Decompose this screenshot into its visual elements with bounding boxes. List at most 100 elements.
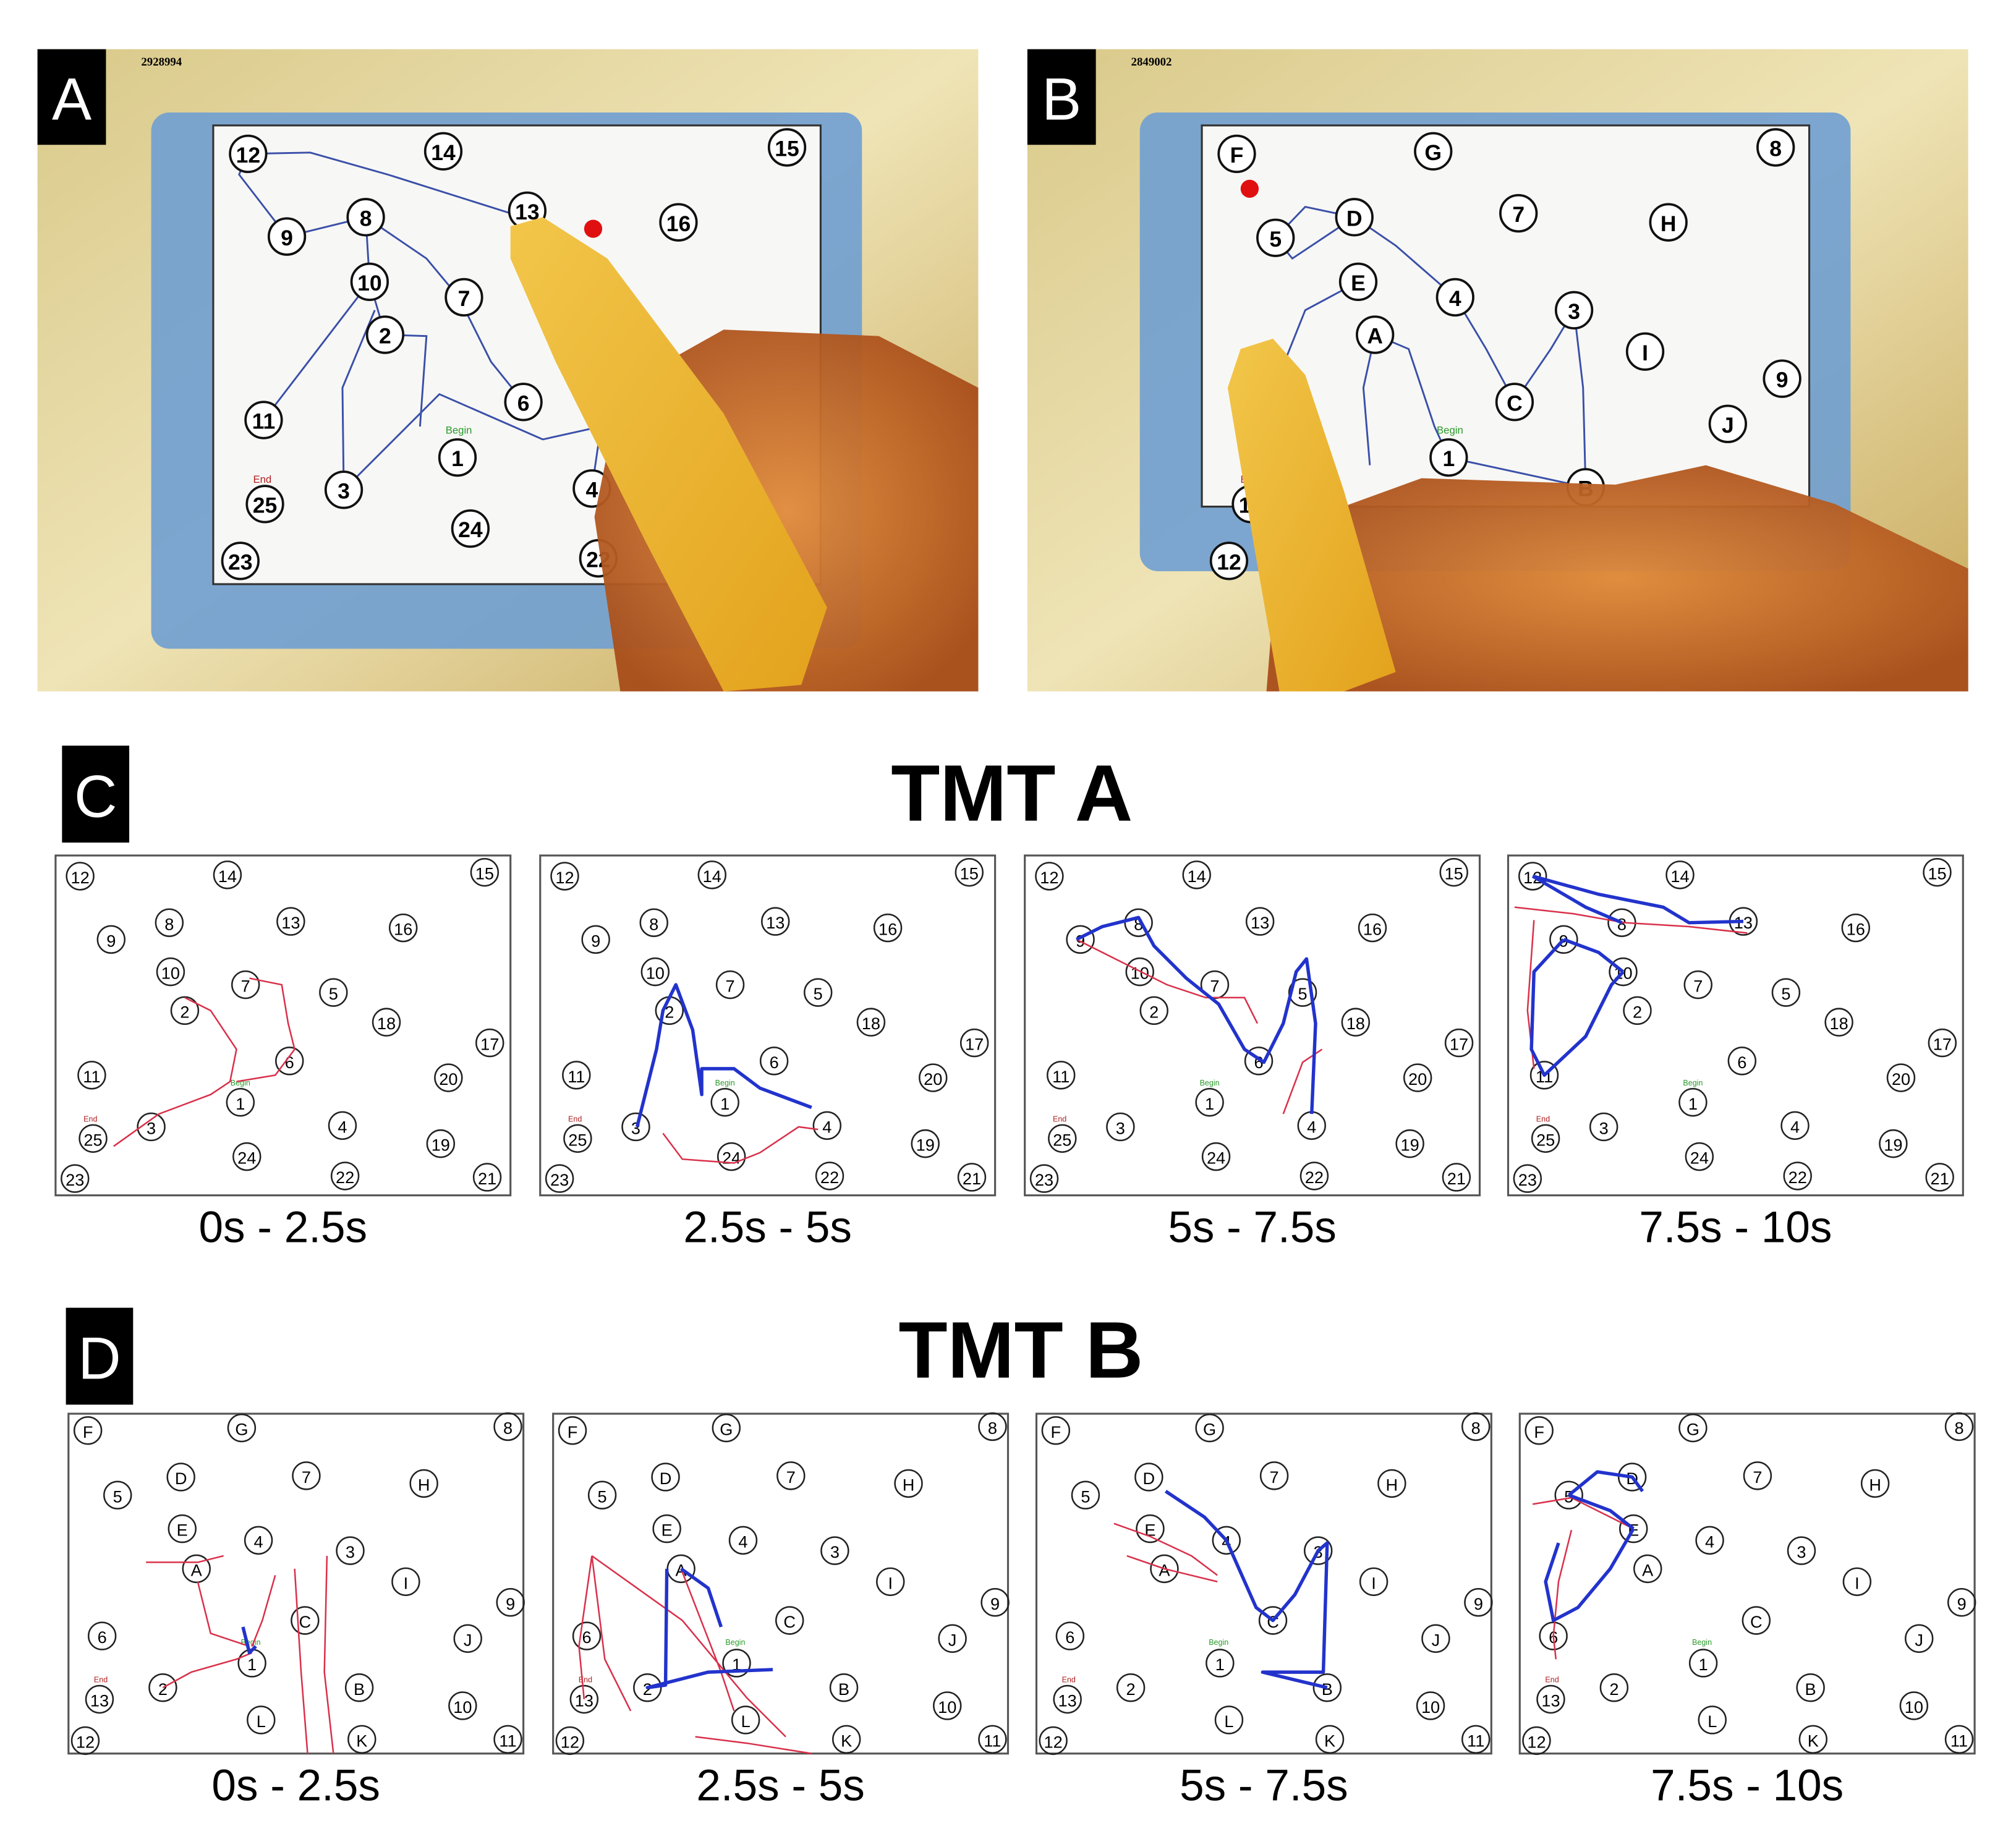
target-circle [291,1606,320,1635]
target-label: H [1869,1475,1881,1494]
target-circle [722,1649,751,1678]
target-label: 5 [1298,984,1308,1003]
target-label: L [741,1712,751,1731]
target-label: 3 [1797,1542,1806,1561]
target-label: 6 [285,1053,294,1072]
target-label: 1 [732,1655,741,1674]
target-circle [155,908,184,937]
target-circle [1055,1621,1085,1650]
target-label: 15 [1445,864,1463,883]
target-label: 3 [830,1542,840,1561]
target-label: 18 [1830,1014,1848,1033]
target-circle [1442,1163,1471,1192]
target-circle [712,1413,741,1443]
target-label: K [1808,1731,1819,1750]
target-label: C [299,1612,312,1631]
target-label: 19 [916,1136,935,1155]
frame-caption: 0s - 2.5s [199,1204,368,1252]
frame-caption: 2.5s - 5s [683,1204,852,1252]
target-circle [1529,1061,1559,1090]
target-circle [388,913,418,943]
target-circle [1195,1413,1224,1443]
target-label: J [1722,413,1734,438]
target-label: K [841,1731,852,1750]
target-label: H [418,1475,430,1494]
end-label: End [1053,1115,1066,1123]
target-circle [336,1536,365,1565]
target-label: 10 [453,1697,472,1717]
target-label: 5 [1781,984,1790,1003]
panel-letter-box [37,49,106,145]
target-circle [1150,1554,1179,1584]
target-label: 25 [83,1130,102,1149]
target-label: 23 [228,550,253,574]
touch-trace [1165,1490,1329,1689]
frame-border [1035,1412,1492,1755]
target-circle [1444,1028,1474,1058]
finger-hover-trace [578,1555,812,1755]
target-circle [804,978,833,1007]
target-circle [267,217,307,256]
target-circle [350,262,389,301]
target-circle [1678,1088,1708,1117]
target-circle [1259,1461,1289,1490]
target-label: 6 [98,1628,107,1647]
touch-trace [1529,874,1743,1077]
target-label: 7 [241,977,250,996]
target-circle [651,1463,680,1492]
target-label: 10 [646,964,665,983]
target-circle [820,1536,849,1565]
frame-border [54,854,512,1197]
target-label: 17 [1450,1035,1468,1054]
target-circle [587,1480,617,1510]
target-label: 5 [329,984,338,1003]
target-label: 8 [649,914,658,933]
target-circle [563,1124,592,1153]
target-label: 1 [720,1094,729,1113]
target-circle [1035,862,1064,891]
target-circle [1125,957,1154,987]
target-label: I [1642,341,1648,365]
target-label: 11 [499,1731,516,1750]
target-label: D [1143,1469,1155,1488]
target-circle [1256,218,1295,257]
target-circle [1258,1606,1288,1635]
target-circle [244,401,283,440]
hand [1266,465,1968,692]
target-circle [170,996,200,1026]
target-circle [1536,1684,1565,1714]
target-circle [815,1161,844,1191]
target-label: F [1230,143,1244,168]
target-circle [1499,193,1538,233]
target-label: 12 [555,868,574,887]
target-label: J [464,1630,472,1649]
target-circle [1106,1112,1135,1142]
target-circle [1358,913,1387,943]
target-circle [1841,913,1870,943]
finger [510,217,827,692]
target-label: 14 [1670,867,1689,886]
begin-label: Begin [1683,1079,1703,1087]
target-circle [470,857,500,887]
target-circle [182,1554,211,1584]
target-label: 9 [990,1594,1000,1613]
target-circle [1139,996,1168,1026]
target-label: 5 [1081,1487,1090,1506]
target-label: 6 [582,1628,591,1647]
recording-id: 2928994 [141,56,182,69]
target-label: 7 [1210,977,1219,996]
target-circle [347,1725,376,1754]
target-label: 3 [338,478,350,503]
target-label: 4 [1307,1117,1316,1136]
target-circle [1617,1463,1647,1492]
target-label: G [1424,140,1442,165]
target-circle [391,1567,420,1596]
target-label: L [257,1712,266,1731]
target-circle [1708,404,1747,443]
begin-label: Begin [446,425,472,436]
target-label: 14 [703,867,721,886]
